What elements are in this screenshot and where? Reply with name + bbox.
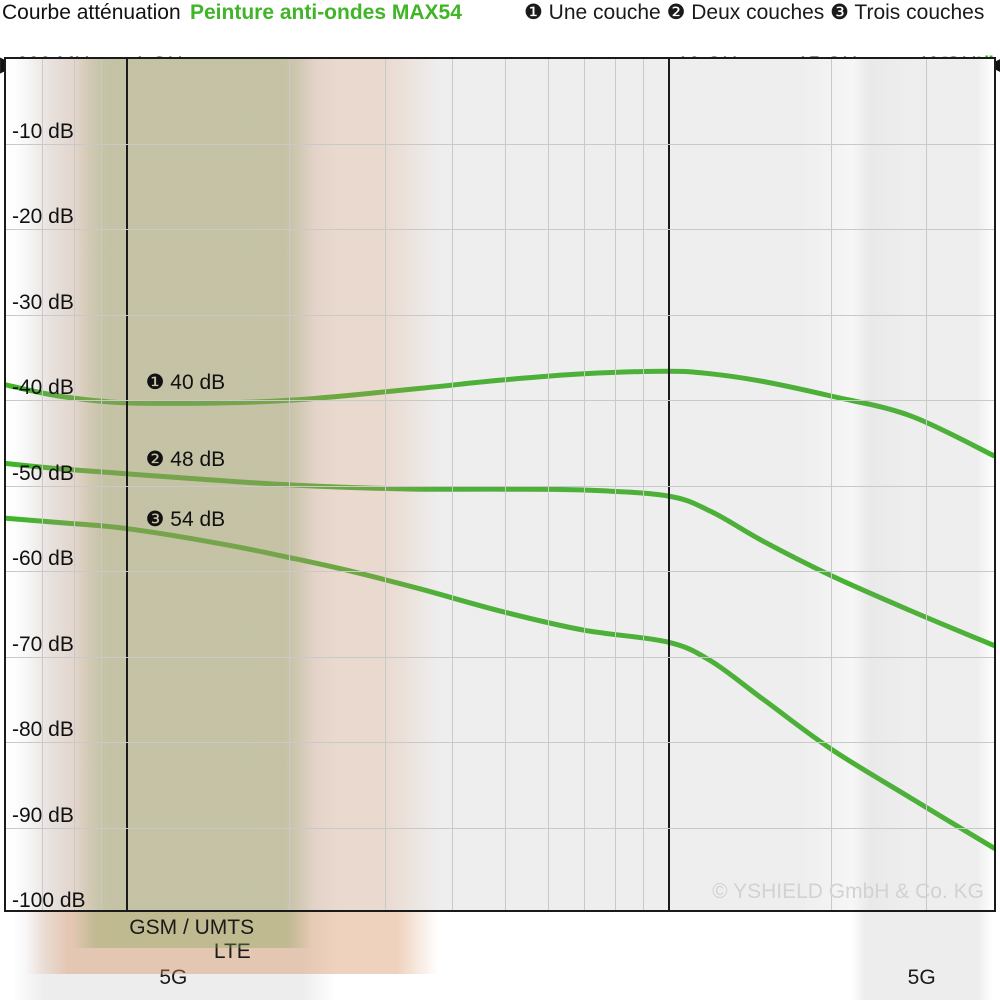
gridline-h-50 [6,486,994,487]
gridline-v-3 [385,59,386,910]
header-row-titles: Courbe atténuation Peinture anti-ondes M… [0,0,1000,26]
band-gsm-umts [71,912,312,948]
gridline-h-10 [6,144,994,145]
gridline-v-20 [831,59,832,910]
series-annotation-1: ❶ 40 dB [145,371,226,395]
band-5g-low [11,912,335,1000]
plot-inner: -10 dB -20 dB -30 dB -40 dB -50 dB -60 dB -70 … [6,59,994,910]
plot-band-wash-5g-high [853,59,994,910]
series-legend: ❶ Une couche ❷ Deux couches ❸ Trois couc… [524,1,985,24]
gridline-v-5 [505,59,506,910]
gridline-v-8 [615,59,616,910]
frequency-band-legend: 5G LTE GSM / UMTS 5G [0,912,1000,1000]
gridline-v-0.9 [101,59,102,910]
axis-marker-1ghz [126,59,128,910]
y-axis-label-50: -50 dB [12,462,74,485]
series-line-2 [6,461,994,648]
chart-header: Courbe atténuation Peinture anti-ondes M… [0,0,1000,76]
y-axis-label-90: -90 dB [12,804,74,827]
y-axis-label-70: -70 dB [12,633,74,656]
axis-marker-10ghz [668,59,670,910]
gridline-h-90 [6,828,994,829]
band-5g-high [851,912,992,1000]
y-axis-label-30: -30 dB [12,291,74,314]
series-annotation-3: ❸ 54 dB [145,507,226,531]
header-row-ticks: avec 8 m²/l ▶600 MHz▼1 GHz▼10 GHz▼15 GHz… [0,26,1000,76]
plot-band-wash-3 [73,59,314,910]
y-axis-label-100: -100 dB [12,889,86,912]
band-lte-label: LTE [213,940,251,963]
gridline-v-0.7 [42,59,43,910]
band-gsm-umts-label: GSM / UMTS [129,916,255,939]
plot-band-wash-2 [28,59,441,910]
series-line-1 [6,368,994,459]
y-axis-label-80: -80 dB [12,718,74,741]
gridline-h-20 [6,229,994,230]
gridline-v-0.8 [74,59,75,910]
y-axis-label-10: -10 dB [12,120,74,143]
gridline-v-9 [643,59,644,910]
y-axis-label-60: -60 dB [12,547,74,570]
plot-area: -10 dB -20 dB -30 dB -40 dB -50 dB -60 dB -70 … [4,57,996,912]
gridline-v-2 [289,59,290,910]
band-5g-high-label: 5G [907,966,936,989]
band-5g-low-label: 5G [159,966,188,989]
y-axis-label-40: -40 dB [12,376,74,399]
y-axis-label-20: -20 dB [12,205,74,228]
copyright-notice: © YSHIELD GmbH & Co. KG [712,880,984,903]
product-name: Peinture anti-ondes MAX54 [190,1,462,24]
gridline-v-4 [452,59,453,910]
gridline-h-80 [6,742,994,743]
gridline-h-70 [6,657,994,658]
gridline-h-60 [6,571,994,572]
chart-title: Courbe atténuation [2,1,181,24]
band-lte [26,912,439,974]
gridline-v-7 [584,59,585,910]
plot-band-wash-0 [6,59,911,910]
gridline-v-6 [548,59,549,910]
plot-band-wash-1 [13,59,337,910]
gridline-v-30 [926,59,927,910]
gridline-h-40 [6,400,994,401]
gridline-h-30 [6,315,994,316]
series-annotation-2: ❷ 48 dB [145,448,226,472]
